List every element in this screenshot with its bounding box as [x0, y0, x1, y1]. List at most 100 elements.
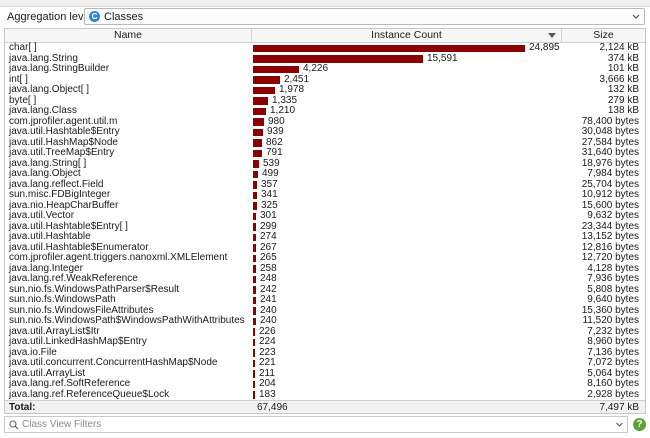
instance-count-bar: [253, 181, 257, 189]
class-name: java.util.Hashtable$Entry[ ]: [9, 220, 128, 232]
table-row[interactable]: sun.nio.fs.WindowsPath 241 9,640 bytes: [5, 294, 645, 306]
instance-size: 9,632 bytes: [587, 210, 639, 221]
table-row[interactable]: java.util.ArrayList 211 5,064 bytes: [5, 367, 645, 380]
instance-size: 25,704 bytes: [581, 178, 639, 190]
class-name: java.lang.Object: [9, 168, 81, 179]
class-view-filter-input[interactable]: [22, 418, 602, 431]
table-row[interactable]: java.util.ArrayList$Itr 226 7,232 bytes: [5, 325, 645, 338]
instance-size: 23,344 bytes: [581, 220, 639, 232]
instance-count: 325: [261, 199, 278, 211]
table-row[interactable]: java.lang.Object[ ] 1,978 132 kB: [5, 84, 645, 96]
instance-size: 2,124 kB: [599, 42, 639, 53]
table-row[interactable]: java.lang.Integer 258 4,128 bytes: [5, 263, 645, 275]
table-row[interactable]: java.util.Hashtable 274 13,152 bytes: [5, 231, 645, 243]
table-row[interactable]: sun.misc.FDBigInteger 341 10,912 bytes: [5, 189, 645, 201]
table-row[interactable]: java.lang.ref.WeakReference 248 7,936 byte…: [5, 273, 645, 285]
search-icon: [9, 420, 19, 430]
class-name: com.jprofiler.agent.util.m: [9, 115, 118, 127]
table-row[interactable]: java.lang.String[ ] 539 18,976 bytes: [5, 157, 645, 170]
table-row[interactable]: byte[ ] 1,335 279 kB: [5, 94, 645, 107]
table-row[interactable]: int[ ] 2,451 3,666 kB: [5, 74, 645, 86]
instance-count: 204: [259, 378, 276, 389]
instance-count: 357: [261, 178, 278, 190]
help-icon[interactable]: ?: [633, 418, 646, 431]
instance-size: 5,064 bytes: [587, 367, 639, 379]
table-row[interactable]: sun.nio.fs.WindowsPath$WindowsPathWithAt…: [5, 315, 645, 327]
column-header-name[interactable]: Name: [5, 29, 252, 42]
instance-count-bar: [253, 76, 280, 84]
instance-count-bar: [253, 212, 256, 220]
instance-size: 132 kB: [607, 84, 639, 95]
instance-count: 4,226: [303, 63, 329, 74]
instance-count-bar: [253, 380, 255, 388]
aggregation-level-value: Classes: [104, 11, 144, 23]
instance-count-bar: [253, 149, 262, 157]
table-row[interactable]: java.nio.HeapCharBuffer 325 15,600 bytes: [5, 199, 645, 212]
sort-descending-icon: [548, 33, 556, 38]
table-row[interactable]: java.lang.Class 1,210 138 kB: [5, 105, 645, 117]
total-label: Total:: [9, 402, 36, 413]
instance-count-bar: [253, 254, 256, 262]
table-row[interactable]: java.lang.reflect.Field 357 25,704 bytes: [5, 178, 645, 191]
instance-size: 138 kB: [607, 105, 639, 116]
table-row[interactable]: java.util.HashMap$Node 862 27,584 bytes: [5, 136, 645, 149]
table-row[interactable]: java.lang.ref.SoftReference 204 8,160 byte…: [5, 378, 645, 390]
instance-count-bar: [253, 86, 275, 94]
instance-size: 18,976 bytes: [581, 157, 639, 169]
instance-count: 223: [259, 346, 276, 358]
class-name: java.lang.String: [9, 52, 78, 64]
instance-size: 11,520 bytes: [582, 315, 639, 326]
class-name: java.util.LinkedHashMap$Entry: [9, 336, 147, 347]
table-row[interactable]: java.util.Hashtable$Entry[ ] 299 23,344 by…: [5, 220, 645, 233]
instance-count: 539: [263, 157, 280, 169]
filter-row: ?: [4, 416, 646, 434]
table-row[interactable]: java.lang.Object 499 7,984 bytes: [5, 168, 645, 180]
table-row[interactable]: java.lang.String 15,591 374 kB: [5, 52, 645, 65]
table-row[interactable]: java.io.File 223 7,136 bytes: [5, 346, 645, 359]
table-row[interactable]: char[ ] 24,895 2,124 kB: [5, 42, 645, 54]
class-view-filter-box[interactable]: [4, 416, 628, 433]
instance-size: 27,584 bytes: [581, 136, 639, 148]
class-name: com.jprofiler.agent.triggers.nanoxml.XML…: [9, 252, 228, 263]
instance-count: 1,335: [272, 94, 298, 106]
instance-count-bar: [253, 55, 423, 63]
instance-count: 24,895: [529, 42, 560, 53]
table-body: char[ ] 24,895 2,124 kB java.lang.String 15,…: [5, 42, 645, 401]
table-row[interactable]: com.jprofiler.agent.util.m 980 78,400 byte…: [5, 115, 645, 128]
table-row[interactable]: java.util.TreeMap$Entry 791 31,640 bytes: [5, 147, 645, 159]
table-row[interactable]: com.jprofiler.agent.triggers.nanoxml.XML…: [5, 252, 645, 264]
aggregation-level-dropdown[interactable]: C Classes: [84, 8, 645, 25]
instance-size: 101 kB: [607, 63, 639, 74]
table-row[interactable]: java.util.concurrent.ConcurrentHashMap$N…: [5, 357, 645, 369]
instance-count-bar: [253, 65, 299, 73]
class-name: java.io.File: [9, 346, 57, 358]
class-name: byte[ ]: [9, 94, 37, 106]
table-row[interactable]: java.lang.StringBuilder 4,226 101 kB: [5, 63, 645, 75]
chevron-down-icon: [632, 14, 640, 19]
class-name: java.util.concurrent.ConcurrentHashMap$N…: [9, 357, 218, 368]
table-row[interactable]: java.util.Vector 301 9,632 bytes: [5, 210, 645, 222]
instance-count-bar: [253, 317, 256, 325]
instance-size: 30,048 bytes: [581, 126, 639, 137]
class-name: java.lang.ref.ReferenceQueue$Lock: [9, 388, 170, 400]
instance-count-bar: [253, 349, 255, 357]
instance-count: 226: [259, 325, 276, 337]
table-row[interactable]: sun.nio.fs.WindowsFileAttributes 240 15,36…: [5, 305, 645, 317]
column-header-instance-count[interactable]: Instance Count: [252, 29, 562, 42]
class-name: java.util.Hashtable$Entry: [9, 126, 120, 137]
table-row[interactable]: java.lang.ref.ReferenceQueue$Lock 183 2,92…: [5, 388, 645, 401]
instance-count-bar: [253, 97, 268, 105]
table-row[interactable]: sun.nio.fs.WindowsPathParser$Result 242 5,…: [5, 283, 645, 296]
instance-count-bar: [253, 170, 258, 178]
class-name: java.util.Hashtable$Enumerator: [9, 241, 149, 253]
table-row[interactable]: java.util.Hashtable$Entry 939 30,048 bytes: [5, 126, 645, 138]
class-name: sun.nio.fs.WindowsPathParser$Result: [9, 283, 180, 295]
column-header-size[interactable]: Size: [593, 29, 614, 41]
instance-count-bar: [253, 244, 256, 252]
instance-count-bar: [253, 118, 264, 126]
instance-size: 13,152 bytes: [581, 231, 639, 242]
instance-count-bar: [253, 160, 259, 168]
table-row[interactable]: java.util.Hashtable$Enumerator 267 12,816 …: [5, 241, 645, 254]
table-row[interactable]: java.util.LinkedHashMap$Entry 224 8,960 by…: [5, 336, 645, 348]
chevron-down-icon[interactable]: [615, 420, 624, 429]
